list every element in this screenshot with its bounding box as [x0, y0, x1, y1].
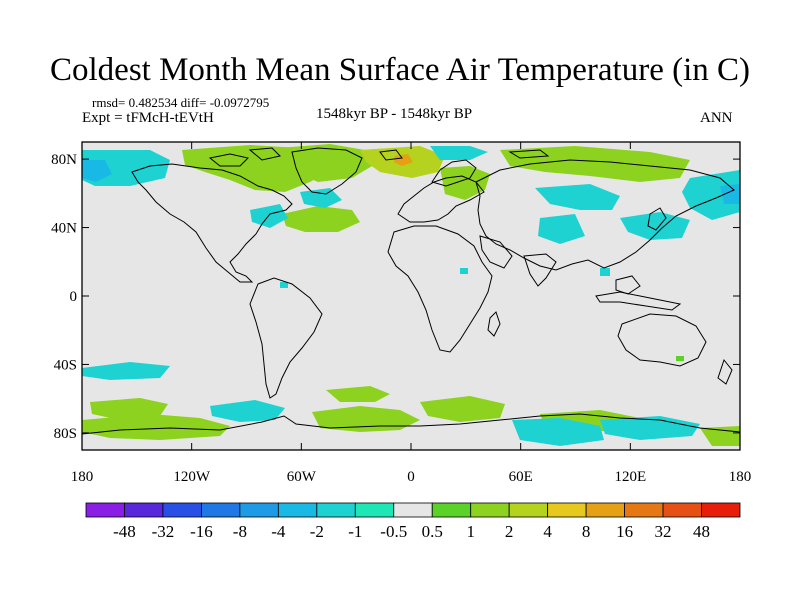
colorbar-label: -1 — [348, 522, 362, 541]
y-tick-label: 40N — [51, 221, 77, 237]
coast-indonesia — [595, 291, 682, 311]
y-tick-label: 0 — [70, 289, 78, 305]
anomaly-patch-north-pacific-east-2 — [720, 184, 740, 204]
y-tick-label: 80N — [51, 152, 77, 168]
coast-asia — [475, 159, 735, 271]
colorbar-label: -2 — [310, 522, 324, 541]
colorbar-swatch — [354, 502, 395, 518]
anomaly-patch-south-pacific-2 — [82, 362, 170, 380]
anomaly-patch-central-asia — [535, 184, 620, 210]
colorbar-swatch — [662, 502, 702, 518]
colorbar-swatch — [277, 502, 318, 518]
colorbar-label: 0.5 — [422, 522, 443, 541]
x-tick-label: 0 — [407, 469, 415, 485]
colorbar-swatch — [85, 502, 125, 518]
anomaly-patch-barents-core — [394, 154, 413, 166]
y-tick-label: 40S — [54, 357, 77, 373]
anomaly-speck-2 — [280, 282, 288, 288]
coast-antarctica — [82, 413, 740, 435]
colorbar-label: 1 — [466, 522, 475, 541]
colorbar-swatch — [201, 502, 241, 518]
colorbar-label: 2 — [505, 522, 514, 541]
anomaly-patch-north-pacific-west-2 — [82, 160, 112, 182]
y-tick-label: 80S — [54, 426, 77, 442]
anomaly-patch-scandinavia — [440, 166, 490, 200]
anomaly-patch-siberia — [500, 146, 690, 182]
anomaly-patch-greenland — [278, 144, 372, 182]
coast-madagascar — [487, 311, 501, 337]
anomaly-patch-arctic-ocean-cool — [430, 146, 488, 160]
coastlines — [82, 147, 740, 435]
colorbar-swatch — [508, 502, 549, 518]
colorbar-swatch — [624, 502, 664, 518]
x-tick-label: 180 — [71, 469, 94, 485]
colorbar-label: 8 — [582, 522, 591, 541]
anomaly-field — [82, 144, 740, 446]
coast-north-america — [131, 163, 293, 283]
anomaly-patch-north-atlantic — [282, 206, 360, 232]
anomaly-patch-south-indian-1 — [420, 396, 505, 422]
colorbar-label: 48 — [693, 522, 710, 541]
coast-new-zealand — [717, 358, 733, 385]
coast-japan — [647, 207, 667, 231]
experiment-label: Expt = tFMcH-tEVtH — [82, 110, 214, 126]
x-tick-label: 120E — [614, 469, 646, 485]
colorbar-label: 32 — [655, 522, 672, 541]
y-axis: 80N 40N 0 40S 80S — [51, 152, 740, 442]
anomaly-patch-east-antarctica-cool — [512, 418, 604, 446]
colorbar-label: -8 — [233, 522, 247, 541]
coast-arabia — [479, 235, 513, 269]
colorbar-swatch — [162, 502, 202, 518]
anomaly-patch-sh-mid — [326, 386, 390, 402]
season-label: ANN — [700, 110, 733, 126]
colorbar-label: -48 — [113, 522, 136, 541]
colorbar-swatch — [124, 502, 164, 518]
colorbar-swatch — [239, 502, 279, 518]
colorbar-swatch — [470, 502, 510, 518]
colorbar-label: 16 — [616, 522, 633, 541]
anomaly-patch-hudson — [300, 188, 342, 208]
colorbar-swatch — [547, 502, 587, 518]
anomaly-patch-south-pacific-3 — [82, 414, 230, 440]
period-label: 1548kyr BP - 1548kyr BP — [316, 106, 473, 122]
coast-europe — [397, 175, 485, 223]
colorbar-swatch — [431, 502, 472, 518]
map-background — [82, 142, 740, 450]
x-tick-label: 60E — [509, 469, 533, 485]
colorbar-label: -0.5 — [380, 522, 407, 541]
anomaly-patch-south-pacific-4 — [210, 400, 285, 422]
colorbar-label: -32 — [152, 522, 175, 541]
coast-arctic-islands — [208, 147, 550, 167]
colorbar-label: 4 — [543, 522, 552, 541]
anomaly-patch-asia-2 — [538, 214, 585, 244]
coast-borneo — [615, 275, 641, 295]
chart-title: Coldest Month Mean Surface Air Temperatu… — [50, 52, 750, 88]
x-tick-label: 180 — [729, 469, 752, 485]
x-axis: 180 120W 60W 0 60E 120E 180 — [71, 142, 752, 485]
x-tick-label: 120W — [173, 469, 211, 485]
colorbar-label: -4 — [271, 522, 286, 541]
coast-africa — [387, 225, 493, 353]
coast-india — [523, 253, 557, 287]
coast-south-america — [249, 277, 323, 399]
colorbar-swatch — [701, 502, 741, 518]
anomaly-speck-4 — [676, 356, 684, 361]
x-tick-label: 60W — [287, 469, 317, 485]
anomaly-patch-ross-cool — [600, 416, 700, 440]
coast-australia — [617, 313, 707, 367]
anomaly-speck-1 — [460, 268, 468, 274]
colorbar-swatch — [316, 502, 356, 518]
coast-scandinavia — [431, 159, 477, 187]
colorbar: -48 -32 -16 -8 -4 -2 -1 -0.5 0.5 1 2 4 8 16 32 48 — [85, 502, 741, 541]
anomaly-speck-3 — [600, 268, 610, 276]
coast-greenland — [291, 147, 363, 195]
colorbar-swatch — [393, 502, 433, 518]
colorbar-label: -16 — [190, 522, 213, 541]
colorbar-swatch — [585, 502, 625, 518]
stats-text: rmsd= 0.482534 diff= -0.0972795 — [92, 95, 270, 110]
